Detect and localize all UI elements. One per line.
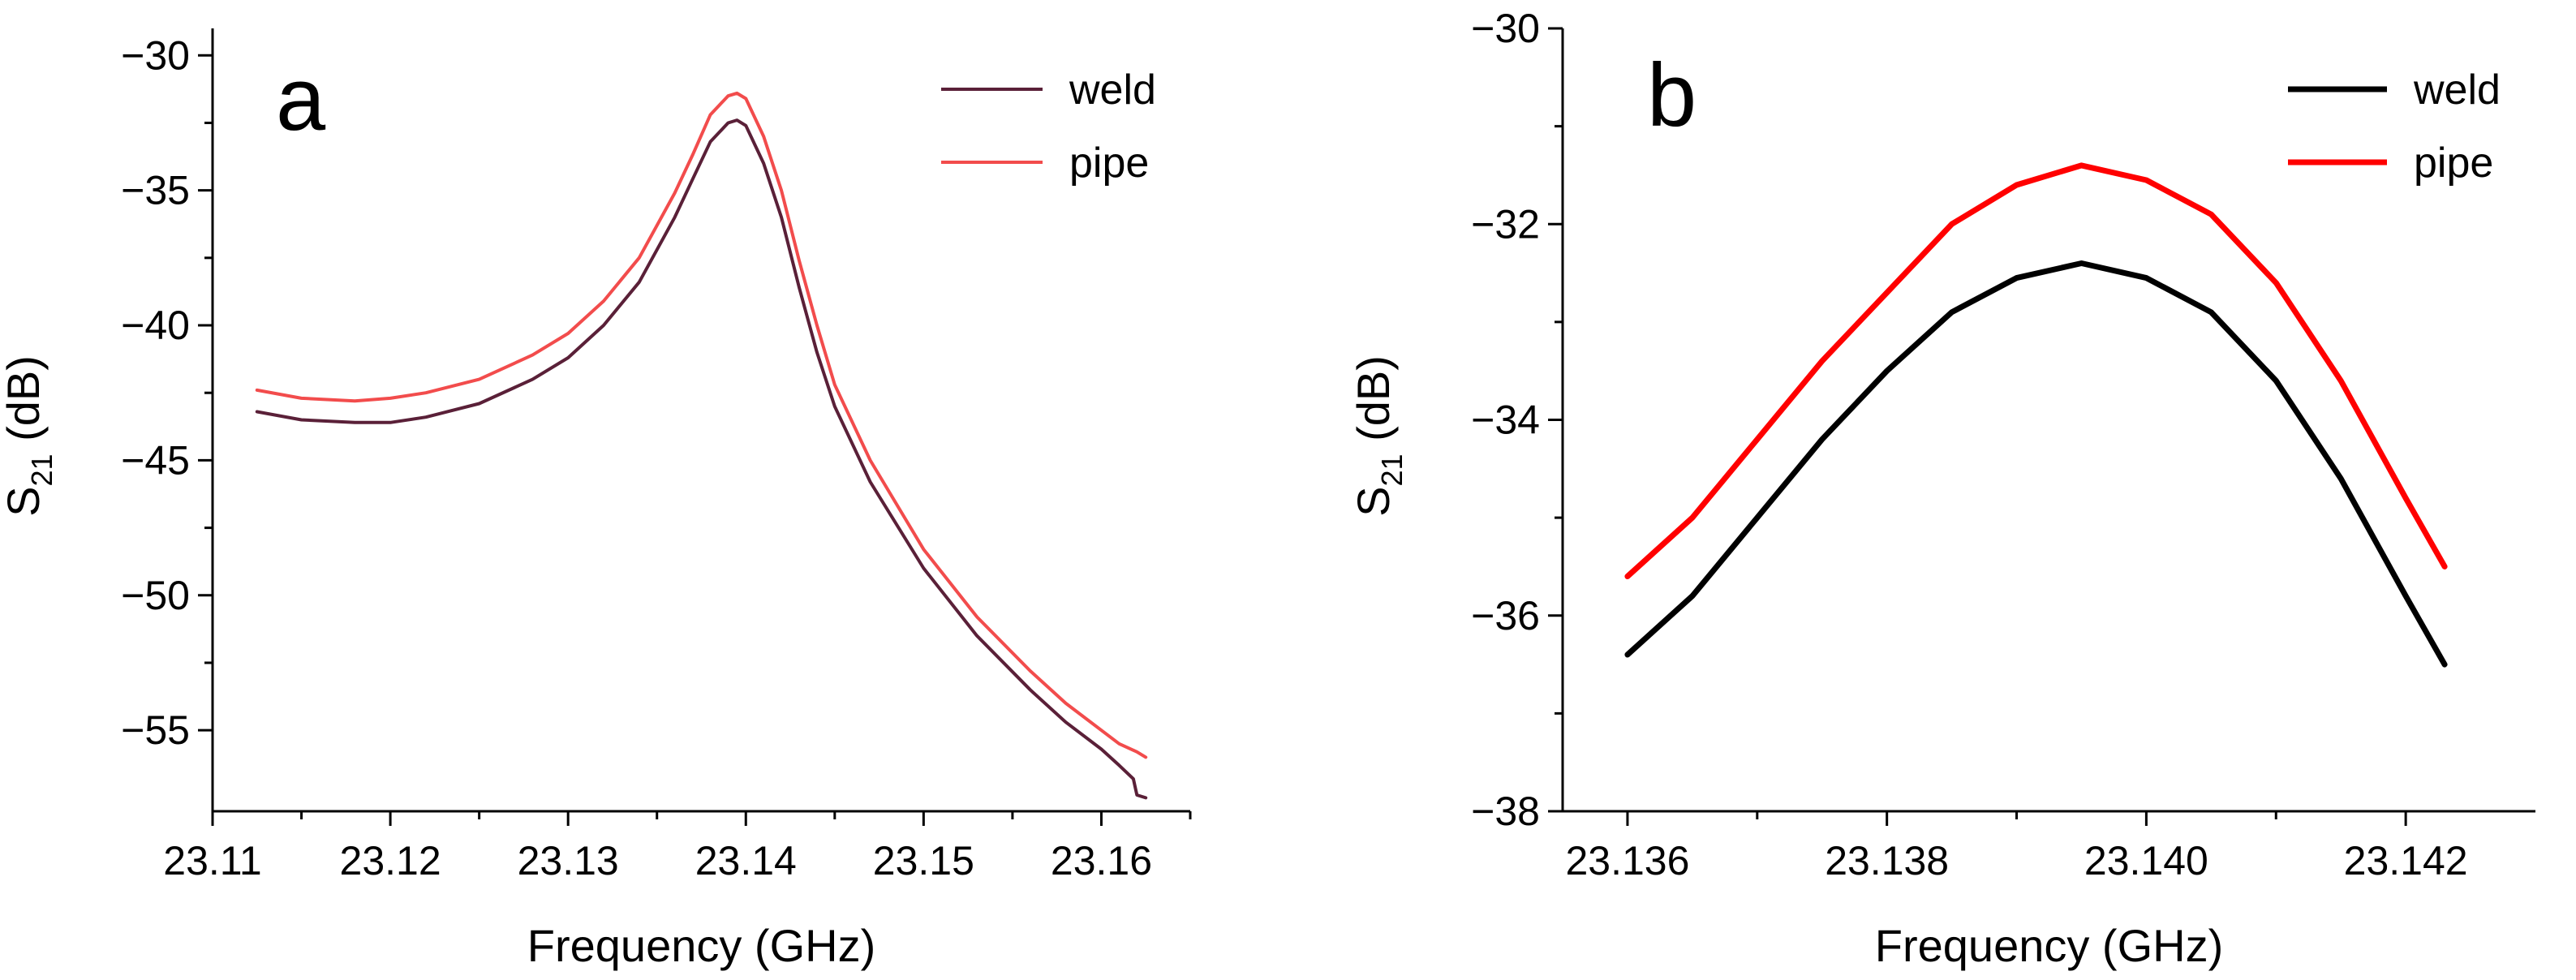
x-axis-title: Frequency (GHz) — [527, 920, 875, 971]
x-tick-label: 23.12 — [340, 838, 441, 883]
y-tick-label: −45 — [121, 437, 190, 483]
x-tick-label: 23.140 — [2084, 838, 2208, 883]
y-tick-label: −40 — [121, 303, 190, 348]
x-tick-label: 23.136 — [1565, 838, 1689, 883]
panel-label: b — [1647, 45, 1697, 145]
x-tick-label: 23.13 — [518, 838, 619, 883]
x-tick-label: 23.14 — [695, 838, 797, 883]
panel-a: −55 −50 −45 −40 −35 −30 23.11 23.12 23.13 23.14 23… — [0, 28, 1192, 971]
legend-label-weld: weld — [2413, 67, 2501, 114]
y-axis-title-unit: (dB) — [1348, 355, 1399, 453]
y-tick-label: −30 — [1471, 6, 1540, 51]
series-line-pipe — [255, 91, 1148, 759]
x-tick-label: 23.16 — [1051, 838, 1152, 883]
y-tick-label: −34 — [1471, 398, 1540, 443]
panel-label: a — [276, 49, 326, 149]
y-tick-label: −38 — [1471, 789, 1540, 834]
y-axis-title: S21 (dB) — [1348, 355, 1408, 517]
y-tick-label: −55 — [121, 707, 190, 753]
y-tick-label: −32 — [1471, 201, 1540, 247]
y-tick-label: −35 — [121, 168, 190, 213]
y-axis-title-main: S — [0, 487, 49, 517]
y-tick-label: −36 — [1471, 593, 1540, 638]
x-tick-label: 23.138 — [1825, 838, 1949, 883]
series-line-pipe — [1624, 162, 2448, 579]
legend-label-weld: weld — [1069, 67, 1156, 114]
panel-b: −38 −36 −34 −32 −30 23.136 23.138 23.140 23.142 F… — [1348, 6, 2535, 971]
y-tick-label: −30 — [121, 32, 190, 78]
x-tick-label: 23.142 — [2344, 838, 2468, 883]
x-tick-label: 23.15 — [873, 838, 974, 883]
y-axis-title: S21 (dB) — [0, 355, 58, 517]
y-tick-label: −50 — [121, 573, 190, 618]
legend-label-pipe: pipe — [2414, 140, 2493, 187]
legend-label-pipe: pipe — [1069, 140, 1149, 187]
x-axis-title: Frequency (GHz) — [1875, 920, 2223, 971]
series-line-weld — [1624, 260, 2448, 668]
y-axis-title-unit: (dB) — [0, 355, 49, 453]
series-line-weld — [255, 118, 1148, 800]
x-tick-label: 23.11 — [163, 838, 261, 883]
y-axis-title-subscript: 21 — [1375, 453, 1408, 486]
y-axis-title-subscript: 21 — [25, 453, 58, 486]
y-axis-title-main: S — [1348, 487, 1399, 517]
